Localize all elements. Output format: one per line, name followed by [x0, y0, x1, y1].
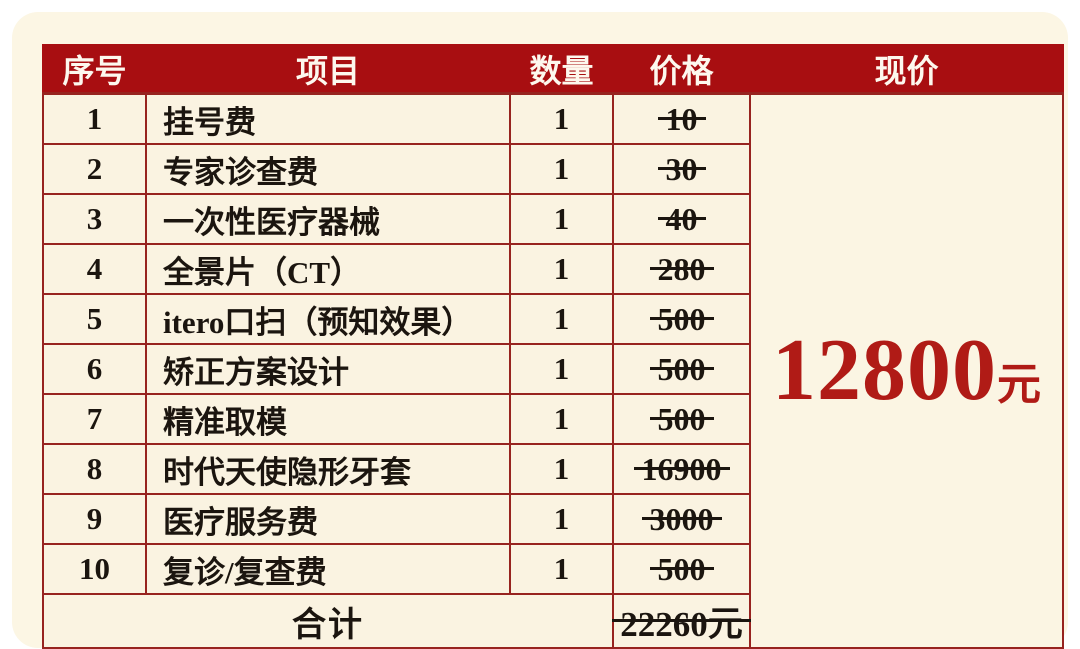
item-name: 一次性医疗器械: [145, 193, 511, 245]
table-row: 3 一次性医疗器械 1 40: [42, 193, 1063, 245]
row-index: 6: [42, 343, 147, 395]
item-quantity: 1: [509, 143, 614, 195]
current-price-unit: 元: [997, 360, 1041, 409]
item-name: 医疗服务费: [145, 493, 511, 545]
item-name: 精准取模: [145, 393, 511, 445]
item-name: itero口扫（预知效果）: [145, 293, 511, 345]
row-index: 7: [42, 393, 147, 445]
item-price: 40: [612, 193, 751, 245]
table-row: 5 itero口扫（预知效果） 1 500: [42, 293, 1063, 345]
price-table: 序号 项目 数量 价格 现价 1 挂号费 1 10 12800元 2 专家诊查费…: [42, 44, 1064, 649]
col-header-price: 价格: [612, 44, 751, 95]
row-index: 4: [42, 243, 147, 295]
price-card: 序号 项目 数量 价格 现价 1 挂号费 1 10 12800元 2 专家诊查费…: [12, 12, 1068, 649]
col-header-item: 项目: [145, 44, 511, 95]
item-name: 挂号费: [145, 92, 511, 145]
item-quantity: 1: [509, 443, 614, 495]
strikethrough-price: 280: [649, 251, 714, 288]
table-row: 7 精准取模 1 500: [42, 393, 1063, 445]
total-row: 合计 22260元: [42, 593, 1063, 649]
strikethrough-price: 10: [657, 101, 706, 138]
row-index: 9: [42, 493, 147, 545]
item-price: 3000: [612, 493, 751, 545]
item-price: 280: [612, 243, 751, 295]
strikethrough-price: 500: [649, 351, 714, 388]
item-quantity: 1: [509, 243, 614, 295]
item-quantity: 1: [509, 343, 614, 395]
col-header-quantity: 数量: [509, 44, 614, 95]
strikethrough-price: 40: [657, 201, 706, 238]
row-index: 2: [42, 143, 147, 195]
item-quantity: 1: [509, 92, 614, 145]
strikethrough-price: 30: [657, 151, 706, 188]
col-header-index: 序号: [42, 44, 147, 95]
item-quantity: 1: [509, 493, 614, 545]
row-index: 5: [42, 293, 147, 345]
row-index: 10: [42, 543, 147, 595]
current-price-value: 12800: [772, 322, 997, 419]
total-label: 合计: [42, 593, 614, 649]
row-index: 3: [42, 193, 147, 245]
item-quantity: 1: [509, 543, 614, 595]
strikethrough-price: 16900: [633, 451, 730, 488]
row-index: 1: [42, 92, 147, 145]
row-index: 8: [42, 443, 147, 495]
table-row: 10 复诊/复查费 1 500: [42, 543, 1063, 595]
col-header-current-price: 现价: [749, 44, 1064, 95]
item-price: 500: [612, 293, 751, 345]
table-row: 9 医疗服务费 1 3000: [42, 493, 1063, 545]
item-price: 500: [612, 543, 751, 595]
item-quantity: 1: [509, 393, 614, 445]
item-price: 16900: [612, 443, 751, 495]
table-row: 2 专家诊查费 1 30: [42, 143, 1063, 195]
item-quantity: 1: [509, 193, 614, 245]
item-price: 500: [612, 343, 751, 395]
item-quantity: 1: [509, 293, 614, 345]
table-row: 6 矫正方案设计 1 500: [42, 343, 1063, 395]
table-row: 4 全景片（CT） 1 280: [42, 243, 1063, 295]
item-name: 复诊/复查费: [145, 543, 511, 595]
item-name: 全景片（CT）: [145, 243, 511, 295]
item-price: 10: [612, 92, 751, 145]
item-name: 专家诊查费: [145, 143, 511, 195]
strikethrough-total-price: 22260元: [612, 596, 751, 647]
header-row: 序号 项目 数量 价格 现价: [42, 44, 1064, 95]
table-row: 1 挂号费 1 10 12800元: [42, 92, 1064, 649]
strikethrough-price: 500: [649, 301, 714, 338]
item-price: 500: [612, 393, 751, 445]
current-price-cell: 12800元: [749, 92, 1064, 649]
item-name: 时代天使隐形牙套: [145, 443, 511, 495]
strikethrough-price: 500: [649, 551, 714, 588]
item-name: 矫正方案设计: [145, 343, 511, 395]
strikethrough-price: 500: [649, 401, 714, 438]
item-price: 30: [612, 143, 751, 195]
total-price: 22260元: [612, 593, 751, 649]
strikethrough-price: 3000: [641, 501, 722, 538]
table-row: 8 时代天使隐形牙套 1 16900: [42, 443, 1063, 495]
